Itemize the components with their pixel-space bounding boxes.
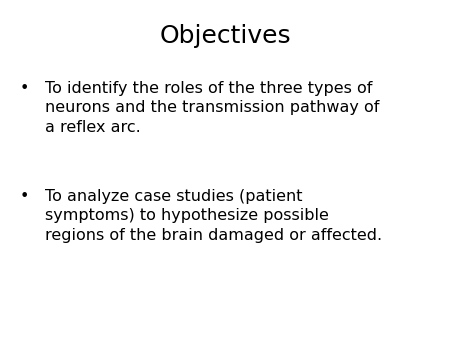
- Text: Objectives: Objectives: [159, 24, 291, 48]
- Text: To identify the roles of the three types of
neurons and the transmission pathway: To identify the roles of the three types…: [45, 81, 379, 135]
- Text: •: •: [20, 189, 29, 204]
- Text: •: •: [20, 81, 29, 96]
- Text: To analyze case studies (patient
symptoms) to hypothesize possible
regions of th: To analyze case studies (patient symptom…: [45, 189, 382, 243]
